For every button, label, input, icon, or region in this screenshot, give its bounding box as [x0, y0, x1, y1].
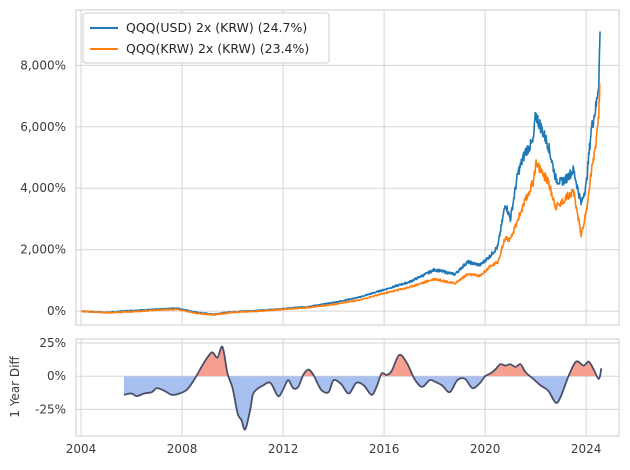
- main-y-tick-label: 6,000%: [20, 120, 66, 134]
- x-tick-label-2016: 2016: [369, 442, 400, 456]
- x-tick-label-2024: 2024: [571, 442, 602, 456]
- x-tick-label-2020: 2020: [470, 442, 501, 456]
- legend-box: [82, 12, 330, 64]
- series-line-qqq-krw-2x-krw-23-4: [80, 82, 601, 316]
- diff-y-tick-label: -25%: [35, 402, 66, 416]
- diff-line: [123, 345, 603, 431]
- main-chart-frame: [75, 9, 620, 326]
- diff-chart-panel: 25% 0% -25% 2004 2008 2012 2016 2020 2024 1 Yea…: [8, 336, 620, 456]
- main-chart-y-ticks: 0% 2,000% 4,000% 6,000% 8,000%: [20, 58, 66, 318]
- diff-chart-x-ticks: 2004 2008 2012 2016 2020 2024: [66, 442, 602, 456]
- x-tick-label-2004: 2004: [66, 442, 97, 456]
- negative-diff-area: [123, 376, 602, 430]
- positive-diff-area: [196, 346, 602, 377]
- main-chart-panel: 0% 2,000% 4,000% 6,000% 8,000% QQQ(USD) 2x (…: [20, 9, 620, 326]
- diff-chart-frame: [75, 338, 620, 437]
- positive-diff-region: [196, 346, 602, 377]
- diff-chart-y-axis-label: 1 Year Diff: [8, 356, 22, 418]
- diff-y-tick-label: 0%: [47, 369, 66, 383]
- main-chart-series: [80, 31, 601, 316]
- diff-y-tick-label: 25%: [39, 336, 66, 350]
- legend: QQQ(USD) 2x (KRW) (24.7%) QQQ(KRW) 2x (K…: [82, 12, 330, 64]
- main-y-tick-label: 0%: [47, 304, 66, 318]
- main-y-tick-label: 4,000%: [20, 181, 66, 195]
- x-tick-label-2012: 2012: [268, 442, 299, 456]
- main-y-tick-label: 2,000%: [20, 243, 66, 257]
- x-tick-label-2008: 2008: [167, 442, 198, 456]
- legend-label-qqq-usd: QQQ(USD) 2x (KRW) (24.7%): [126, 20, 307, 35]
- diff-chart-line: [123, 345, 603, 431]
- legend-label-qqq-krw: QQQ(KRW) 2x (KRW) (23.4%): [126, 41, 309, 56]
- negative-diff-region: [123, 376, 602, 430]
- main-y-tick-label: 8,000%: [20, 58, 66, 72]
- diff-chart-fill: [123, 346, 602, 430]
- diff-chart-y-ticks: 25% 0% -25%: [35, 336, 66, 416]
